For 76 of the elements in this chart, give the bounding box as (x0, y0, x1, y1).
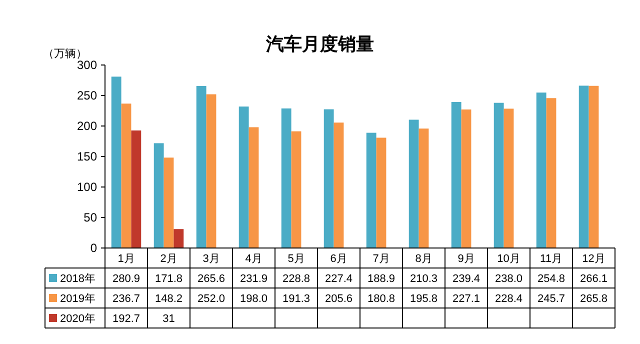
y-tick-label: 300 (76, 58, 98, 72)
x-tick-label: 6月 (330, 253, 348, 265)
bar (418, 128, 429, 248)
bar (408, 120, 419, 248)
data-label: 227.1 (452, 293, 480, 305)
x-tick-label: 7月 (372, 253, 390, 265)
data-label: 205.6 (324, 293, 353, 305)
data-label: 188.9 (367, 273, 396, 285)
data-label: 236.7 (112, 293, 140, 305)
chart-title: 汽车月度销量 (265, 34, 374, 54)
x-tick-label: 2月 (160, 253, 178, 265)
bar (578, 86, 589, 248)
legend-label: 2020年 (60, 313, 96, 325)
x-tick-label: 10月 (497, 253, 520, 265)
bar (154, 143, 164, 248)
data-label: 191.3 (282, 293, 310, 305)
data-label: 231.9 (240, 273, 268, 285)
data-label: 265.6 (197, 273, 226, 285)
x-tick-label: 12月 (582, 253, 606, 265)
data-label: 148.2 (154, 293, 183, 305)
y-tick-label: 250 (76, 88, 98, 102)
bar (238, 106, 249, 248)
bar (536, 92, 546, 248)
bar (174, 229, 184, 248)
bar (588, 86, 599, 248)
x-tick-label: 1月 (118, 253, 135, 265)
x-tick-label: 4月 (245, 253, 262, 265)
bar (494, 102, 504, 248)
legend-label: 2018年 (60, 273, 96, 285)
data-label: 265.8 (580, 293, 608, 305)
bar (461, 109, 472, 248)
bar (451, 102, 462, 248)
y-tick-label: 0 (90, 241, 98, 255)
bar (111, 76, 122, 248)
data-label: 171.8 (154, 273, 183, 285)
bar (164, 158, 174, 248)
data-label: 210.3 (410, 273, 438, 285)
bar (131, 130, 142, 248)
bar (376, 138, 386, 248)
x-tick-label: 5月 (288, 253, 305, 265)
x-tick-label: 8月 (415, 253, 432, 265)
y-tick-label: 200 (76, 119, 98, 133)
bar (324, 109, 334, 248)
bar (504, 108, 514, 248)
legend-label: 2019年 (60, 293, 96, 305)
bar (546, 98, 556, 248)
data-label: 254.8 (537, 273, 566, 285)
data-label: 266.1 (580, 273, 608, 285)
bar (281, 108, 292, 248)
data-label: 252.0 (197, 293, 226, 305)
bar (196, 86, 206, 248)
bar (366, 132, 376, 248)
bar (248, 127, 259, 248)
bar (291, 131, 302, 248)
x-tick-label: 3月 (202, 253, 220, 265)
data-label: 198.0 (240, 293, 268, 305)
bar (206, 94, 216, 248)
data-label: 192.7 (112, 313, 140, 325)
x-tick-label: 11月 (540, 253, 562, 265)
data-label: 245.7 (537, 293, 566, 305)
data-label: 228.4 (494, 293, 523, 305)
data-label: 180.8 (367, 293, 396, 305)
data-label: 239.4 (452, 273, 480, 285)
y-tick-label: 100 (76, 180, 98, 194)
data-label: 227.4 (324, 273, 353, 285)
y-axis-title: （万辆） (43, 48, 87, 60)
y-tick-label: 50 (84, 210, 98, 224)
data-label: 195.8 (410, 293, 438, 305)
data-label: 280.9 (112, 273, 140, 285)
bar (121, 104, 132, 248)
bar (334, 122, 344, 248)
data-label: 238.0 (494, 273, 523, 285)
y-tick-label: 150 (76, 150, 98, 164)
data-label: 31 (162, 313, 175, 325)
x-tick-label: 9月 (458, 253, 475, 265)
data-label: 228.8 (282, 273, 310, 285)
